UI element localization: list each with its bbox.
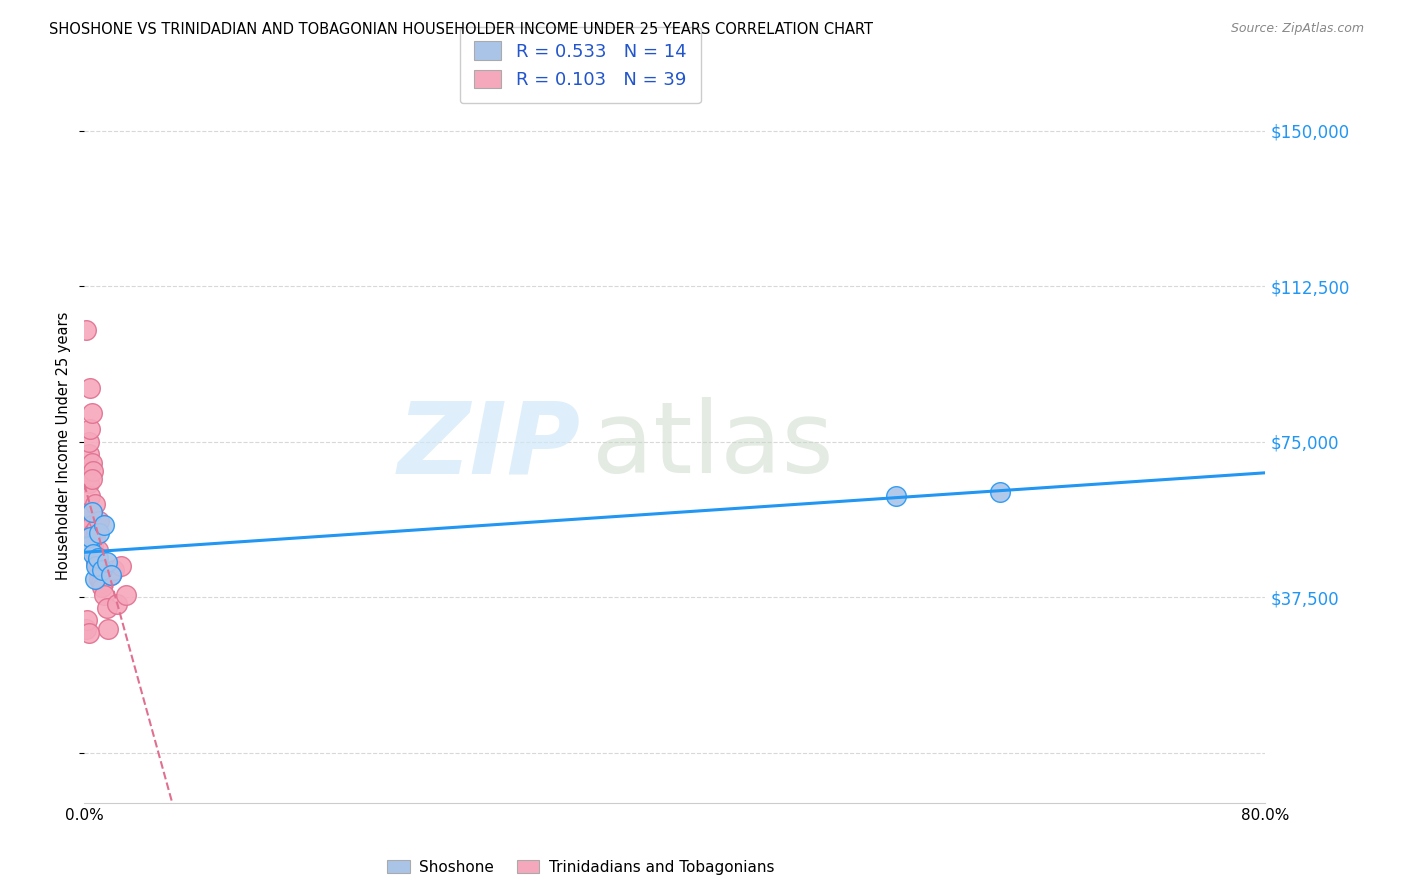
Legend: Shoshone, Trinidadians and Tobagonians: Shoshone, Trinidadians and Tobagonians [381, 854, 780, 880]
Point [87, 526, 111, 541]
Point [79, 381, 101, 395]
Point [83, 572, 105, 586]
Point [76, 464, 98, 478]
Point [86, 542, 108, 557]
Point [90, 575, 112, 590]
Point [82, 547, 104, 561]
Point [91, 580, 114, 594]
Point [77, 539, 100, 553]
Point [103, 564, 125, 578]
Point [79, 422, 101, 436]
Point [76, 514, 98, 528]
Point [75, 323, 97, 337]
Text: SHOSHONE VS TRINIDADIAN AND TOBAGONIAN HOUSEHOLDER INCOME UNDER 25 YEARS CORRELA: SHOSHONE VS TRINIDADIAN AND TOBAGONIAN H… [49, 22, 873, 37]
Point [886, 489, 908, 503]
Point [96, 555, 118, 569]
Point [84, 522, 107, 536]
Point [93, 517, 115, 532]
Point [80, 505, 103, 519]
Point [83, 547, 105, 561]
Point [75, 622, 97, 636]
Point [83, 530, 105, 544]
Point [80, 517, 103, 532]
Point [86, 551, 108, 566]
Text: atlas: atlas [592, 398, 834, 494]
Point [84, 559, 107, 574]
Text: Source: ZipAtlas.com: Source: ZipAtlas.com [1230, 22, 1364, 36]
Point [91, 564, 114, 578]
Point [79, 489, 101, 503]
Point [100, 567, 122, 582]
Point [77, 625, 100, 640]
Point [110, 559, 132, 574]
Point [80, 472, 103, 486]
Y-axis label: Householder Income Under 25 years: Householder Income Under 25 years [56, 312, 72, 580]
Point [79, 530, 101, 544]
Point [76, 613, 98, 627]
Point [96, 600, 118, 615]
Point [988, 484, 1011, 499]
Point [77, 447, 100, 461]
Point [84, 555, 107, 569]
Point [82, 539, 104, 553]
Point [77, 476, 100, 491]
Point [77, 434, 100, 449]
Point [82, 464, 104, 478]
Point [97, 622, 120, 636]
Point [80, 456, 103, 470]
Point [105, 597, 128, 611]
Point [80, 406, 103, 420]
Point [86, 564, 108, 578]
Point [100, 567, 122, 582]
Point [82, 526, 104, 541]
Text: ZIP: ZIP [398, 398, 581, 494]
Point [87, 514, 111, 528]
Point [79, 505, 101, 519]
Point [93, 588, 115, 602]
Point [114, 588, 136, 602]
Point [83, 497, 105, 511]
Point [87, 572, 111, 586]
